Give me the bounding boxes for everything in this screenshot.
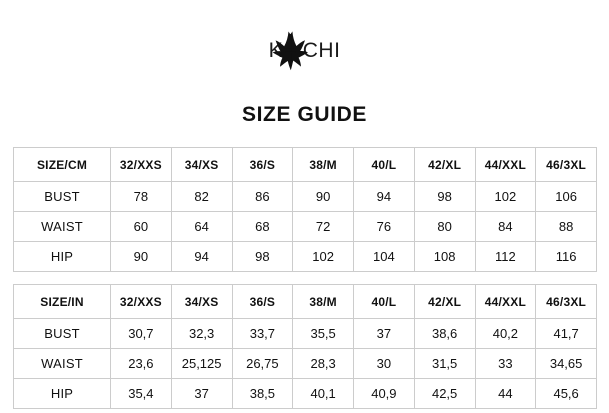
measurement-cell: 90 (110, 241, 172, 272)
column-header: 40/L (353, 147, 415, 182)
measurement-cell: 44 (474, 378, 537, 409)
measurement-cell: 23,6 (110, 348, 172, 379)
measurement-cell: 116 (535, 241, 597, 272)
measurement-cell: 33,7 (231, 318, 294, 349)
measurement-cell: 32,3 (170, 318, 233, 349)
measurement-cell: 33 (474, 348, 537, 379)
table-row: WAIST 60 64 68 72 76 80 84 88 (13, 211, 597, 242)
table-header-row: SIZE/CM 32/XXS 34/XS 36/S 38/M 40/L 42/X… (13, 147, 597, 182)
measurement-cell: 98 (413, 181, 476, 212)
measurement-cell: 41,7 (535, 318, 597, 349)
measurement-cell: 26,75 (231, 348, 294, 379)
column-header: 32/XXS (110, 147, 172, 182)
measurement-cell: 35,5 (292, 318, 354, 349)
logo-composite: KITCHI (250, 28, 360, 74)
table-row: BUST 78 82 86 90 94 98 102 106 (13, 181, 597, 212)
measurement-cell: 37 (170, 378, 233, 409)
column-header: 42/XL (413, 147, 476, 182)
measurement-cell: 90 (292, 181, 354, 212)
row-label: HIP (13, 241, 111, 272)
column-header: 44/XXL (474, 147, 537, 182)
brand-logo: KITCHI (0, 26, 609, 76)
column-header: 34/XS (170, 284, 233, 319)
measurement-cell: 45,6 (535, 378, 597, 409)
measurement-cell: 40,2 (474, 318, 537, 349)
measurement-cell: 76 (353, 211, 415, 242)
measurement-cell: 25,125 (170, 348, 233, 379)
measurement-cell: 28,3 (292, 348, 354, 379)
column-header: 36/S (231, 284, 294, 319)
measurement-cell: 82 (170, 181, 233, 212)
table-row: HIP 35,4 37 38,5 40,1 40,9 42,5 44 45,6 (13, 378, 597, 409)
measurement-cell: 94 (170, 241, 233, 272)
measurement-cell: 86 (231, 181, 294, 212)
measurement-cell: 102 (474, 181, 537, 212)
logo-text-left: K (268, 39, 284, 62)
measurement-cell: 40,1 (292, 378, 354, 409)
column-header: 38/M (292, 147, 354, 182)
column-header: 46/3XL (535, 147, 597, 182)
measurement-cell: 37 (353, 318, 415, 349)
column-header: 40/L (353, 284, 415, 319)
measurement-cell: 38,6 (413, 318, 476, 349)
measurement-cell: 94 (353, 181, 415, 212)
column-header: 42/XL (413, 284, 476, 319)
measurement-cell: 42,5 (413, 378, 476, 409)
size-table-cm: SIZE/CM 32/XXS 34/XS 36/S 38/M 40/L 42/X… (13, 147, 597, 272)
logo-wordmark: KITCHI (269, 39, 341, 63)
measurement-cell: 68 (231, 211, 294, 242)
measurement-cell: 40,9 (353, 378, 415, 409)
measurement-cell: 64 (170, 211, 233, 242)
measurement-cell: 30 (353, 348, 415, 379)
row-label: BUST (13, 318, 111, 349)
measurement-cell: 88 (535, 211, 597, 242)
column-header: 44/XXL (474, 284, 537, 319)
measurement-cell: 38,5 (231, 378, 294, 409)
column-header: 32/XXS (110, 284, 172, 319)
measurement-cell: 102 (292, 241, 354, 272)
size-table-in-wrapper: SIZE/IN 32/XXS 34/XS 36/S 38/M 40/L 42/X… (13, 284, 597, 409)
measurement-cell: 34,65 (535, 348, 597, 379)
column-header: 38/M (292, 284, 354, 319)
table-header-row: SIZE/IN 32/XXS 34/XS 36/S 38/M 40/L 42/X… (13, 284, 597, 319)
unit-label-in: SIZE/IN (13, 284, 111, 319)
measurement-cell: 35,4 (110, 378, 172, 409)
page-title: SIZE GUIDE (241, 103, 368, 126)
column-header: 34/XS (170, 147, 233, 182)
row-label: BUST (13, 181, 111, 212)
measurement-cell: 98 (231, 241, 294, 272)
size-table-in: SIZE/IN 32/XXS 34/XS 36/S 38/M 40/L 42/X… (13, 284, 597, 409)
measurement-cell: 31,5 (413, 348, 476, 379)
table-row: HIP 90 94 98 102 104 108 112 116 (13, 241, 597, 272)
measurement-cell: 60 (110, 211, 172, 242)
measurement-cell: 78 (110, 181, 172, 212)
row-label: WAIST (13, 211, 111, 242)
measurement-cell: 112 (474, 241, 537, 272)
size-table-cm-wrapper: SIZE/CM 32/XXS 34/XS 36/S 38/M 40/L 42/X… (13, 147, 597, 272)
measurement-cell: 72 (292, 211, 354, 242)
table-row: WAIST 23,6 25,125 26,75 28,3 30 31,5 33 … (13, 348, 597, 379)
column-header: 46/3XL (535, 284, 597, 319)
row-label: WAIST (13, 348, 111, 379)
unit-label-cm: SIZE/CM (13, 147, 111, 182)
logo-text-right: CHI (302, 39, 341, 62)
measurement-cell: 106 (535, 181, 597, 212)
measurement-cell: 84 (474, 211, 537, 242)
measurement-cell: 30,7 (110, 318, 172, 349)
table-row: BUST 30,7 32,3 33,7 35,5 37 38,6 40,2 41… (13, 318, 597, 349)
measurement-cell: 80 (413, 211, 476, 242)
column-header: 36/S (231, 147, 294, 182)
row-label: HIP (13, 378, 111, 409)
measurement-cell: 104 (353, 241, 415, 272)
measurement-cell: 108 (413, 241, 476, 272)
